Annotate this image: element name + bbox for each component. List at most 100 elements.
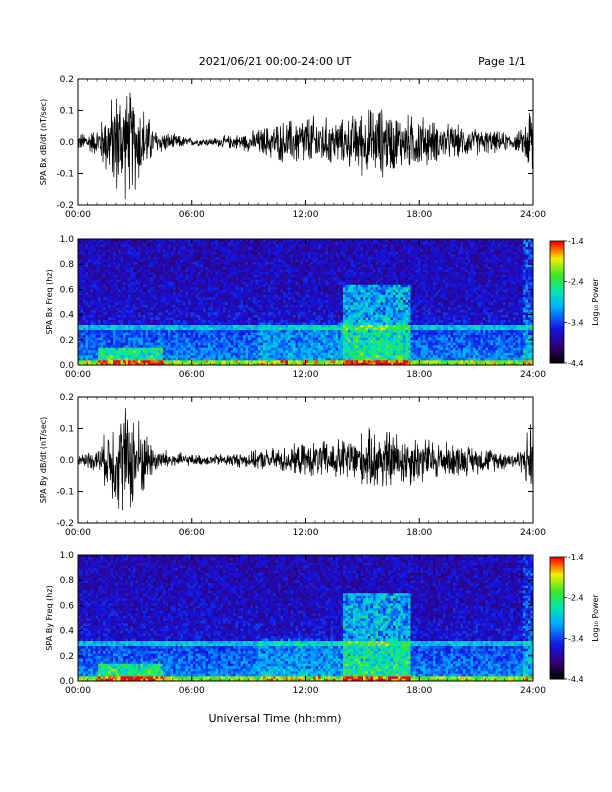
spectrogram-cell [463, 354, 466, 358]
spectrogram-cell [265, 296, 269, 300]
spectrogram-cell [233, 307, 236, 310]
spectrogram-cell [420, 302, 424, 305]
spectrogram-cell [273, 302, 276, 305]
spectrogram-cell [103, 299, 106, 303]
spectrogram-cell [393, 347, 396, 351]
spectrogram-cell [115, 299, 119, 303]
spectrogram-cell [458, 339, 461, 343]
spectrogram-cell [98, 342, 101, 346]
spectrogram-cell [480, 342, 484, 346]
spectrogram-cell [123, 319, 126, 323]
spectrogram-cell [173, 322, 176, 326]
spectrogram-cell [145, 329, 149, 333]
spectrogram-cell [243, 337, 246, 341]
spectrogram-cell [98, 319, 101, 323]
spectrogram-cell [303, 327, 306, 331]
spectrogram-cell [310, 304, 314, 308]
spectrogram-cell [275, 299, 279, 303]
spectrogram-cell [223, 317, 226, 320]
spectrogram-cell [123, 309, 126, 313]
spectrogram-cell [498, 309, 501, 313]
spectrogram-cell [410, 309, 414, 313]
spectrogram-cell [278, 342, 281, 346]
spectrogram-cell [460, 307, 464, 310]
spectrogram-cell [353, 354, 356, 358]
spectrogram-cell [500, 344, 504, 348]
spectrogram-cell [120, 309, 124, 313]
spectrogram-cell [478, 344, 481, 348]
spectrogram-cell [95, 324, 99, 328]
spectrogram-cell [195, 324, 199, 328]
spectrogram-cell [173, 304, 176, 308]
spectrogram-cell [168, 322, 171, 326]
spectrogram-cell [230, 322, 234, 326]
spectrogram-cell [158, 314, 161, 318]
spectrogram-cell [430, 357, 434, 361]
spectrogram-cell [515, 329, 519, 333]
spectrogram-cell [270, 322, 274, 326]
spectrogram-cell [435, 349, 439, 353]
spectrogram-cell [500, 307, 504, 310]
spectrogram-cell [430, 327, 434, 331]
spectrogram-cell [470, 359, 474, 363]
spectrogram-cell [358, 354, 361, 358]
spectrogram-cell [270, 327, 274, 331]
spectrogram-cell [88, 307, 91, 310]
spectrogram-cell [408, 307, 411, 310]
spectrogram-cell [260, 299, 264, 303]
spectrogram-cell [515, 334, 519, 338]
spectrogram-cell [530, 309, 534, 313]
spectrogram-cell [78, 299, 81, 303]
spectrogram-cell [123, 352, 126, 356]
spectrogram-cell [318, 332, 321, 336]
spectrogram-cell [390, 299, 394, 303]
spectrogram-cell [218, 307, 221, 310]
spectrogram-cell [148, 359, 151, 363]
spectrogram-cell [510, 302, 514, 305]
spectrogram-cell [515, 337, 519, 341]
spectrogram-cell [435, 319, 439, 323]
spectrogram-cell [338, 359, 341, 363]
spectrogram-cell [248, 337, 251, 341]
spectrogram-cell [325, 329, 329, 333]
spectrogram-cell [340, 347, 344, 351]
spectrogram-cell [240, 296, 244, 300]
spectrogram-cell [113, 307, 116, 310]
spectrogram-cell [408, 317, 411, 320]
spectrogram-cell [210, 296, 214, 300]
spectrogram-cell [530, 352, 534, 356]
spectrogram-cell [453, 319, 456, 323]
spectrogram-cell [218, 309, 221, 313]
spectrogram-cell [255, 312, 259, 315]
spectrogram-cell [375, 296, 379, 300]
spectrogram-cell [338, 324, 341, 328]
spectrogram-cell [348, 362, 351, 366]
spectrogram-cell [210, 329, 214, 333]
spectrogram-cell [388, 314, 391, 318]
spectrogram-cell [190, 332, 194, 336]
spectrogram-cell [315, 332, 319, 336]
spectrogram-cell [288, 334, 291, 338]
spectrogram-cell [435, 354, 439, 358]
spectrogram-cell [183, 334, 186, 338]
spectrogram-cell [165, 299, 169, 303]
spectrogram-cell [498, 337, 501, 341]
spectrogram-cell [445, 322, 449, 326]
spectrogram-cell [363, 317, 366, 320]
spectrogram-cell [143, 354, 146, 358]
spectrogram-cell [363, 357, 366, 361]
spectrogram-cell [428, 334, 431, 338]
spectrogram-cell [170, 354, 174, 358]
spectrogram-cell [165, 327, 169, 331]
spectrogram-cell [353, 319, 356, 323]
spectrogram-cell [98, 349, 101, 353]
spectrogram-cell [88, 332, 91, 336]
spectrogram-cell [310, 319, 314, 323]
spectrogram-cell [470, 349, 474, 353]
spectrogram-cell [505, 337, 509, 341]
spectrogram-cell [215, 299, 219, 303]
spectrogram-cell [525, 337, 529, 341]
spectrogram-cell [390, 352, 394, 356]
spectrogram-cell [253, 307, 256, 310]
spectrogram-cell [93, 319, 96, 323]
